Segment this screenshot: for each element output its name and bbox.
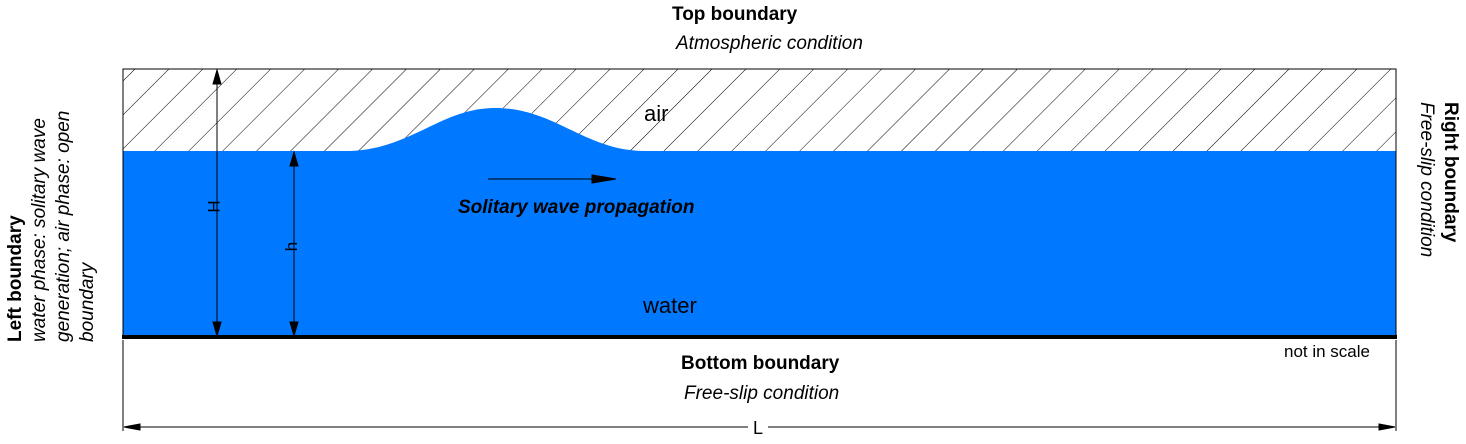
air-label: air — [644, 101, 669, 126]
bottom-boundary-title: Bottom boundary — [681, 353, 840, 374]
water-region — [123, 108, 1396, 337]
left-boundary-line-2: generation; air phase: open — [53, 110, 74, 342]
right-boundary-title: Right boundary — [1440, 102, 1461, 243]
top-boundary-title: Top boundary — [672, 4, 798, 25]
left-boundary-line-3: boundary — [77, 262, 98, 342]
right-boundary: Right boundary Free-slip condition — [1414, 102, 1462, 302]
L-dimension-label: L — [753, 418, 764, 438]
H-dimension-arrow — [212, 68, 222, 338]
bottom-boundary-condition: Free-slip condition — [684, 383, 840, 404]
left-boundary-title: Left boundary — [5, 215, 26, 342]
propagation-arrow — [488, 174, 617, 184]
air-hatch — [123, 69, 1396, 151]
left-boundary-line-1: water phase: solitary wave — [29, 118, 50, 342]
h-dimension-label: h — [282, 241, 302, 252]
H-dimension-label: H — [204, 200, 224, 213]
left-boundary: Left boundary water phase: solitary wave… — [4, 52, 100, 342]
right-boundary-condition: Free-slip condition — [1416, 102, 1437, 258]
h-dimension-arrow — [289, 150, 299, 338]
scale-note: not in scale — [1284, 342, 1370, 361]
water-label: water — [643, 293, 697, 318]
propagation-label: Solitary wave propagation — [458, 197, 695, 218]
top-boundary-condition: Atmospheric condition — [676, 33, 863, 54]
L-dimension-line — [122, 340, 1397, 431]
